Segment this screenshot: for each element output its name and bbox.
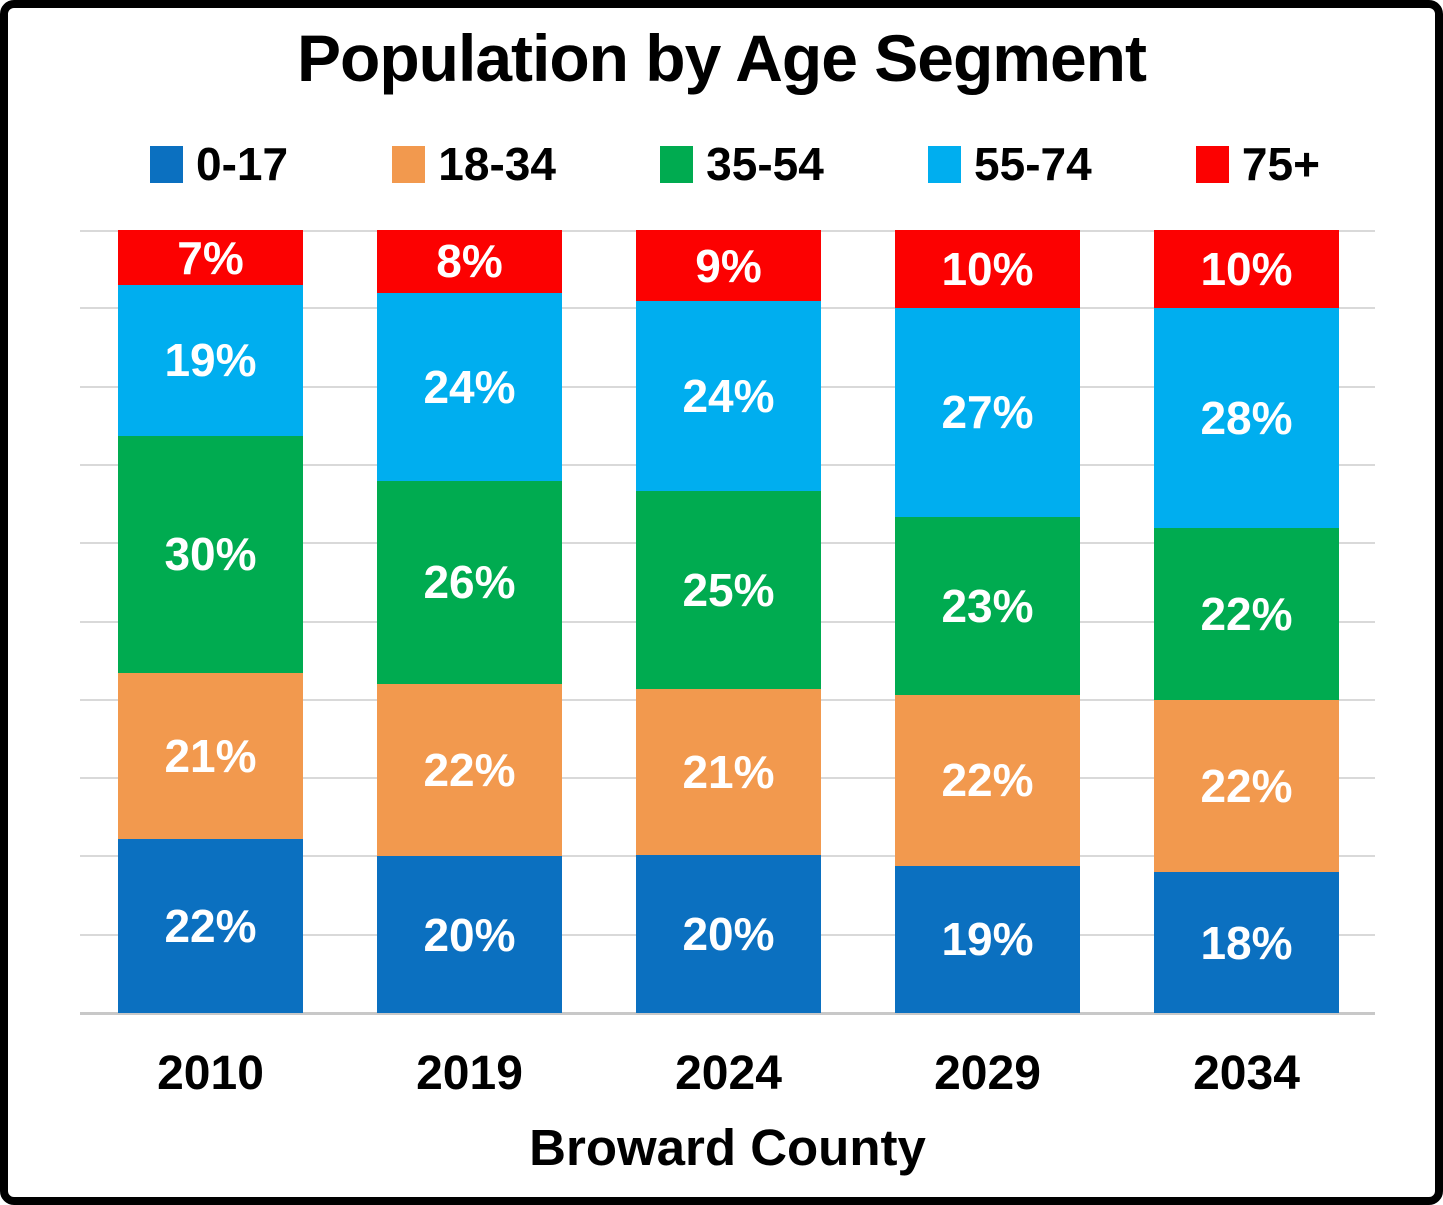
bar-segment-value-label: 9% xyxy=(695,239,762,292)
legend-label: 0-17 xyxy=(196,138,289,190)
bar-column-2019: 8% 24% 26% 22% 20% xyxy=(377,230,562,1013)
x-tick-label-2010: 2010 xyxy=(157,1047,264,1100)
x-axis-title: Broward County xyxy=(529,1119,926,1176)
x-tick-label-2019: 2019 xyxy=(416,1047,523,1100)
bar-segment-2019-0-17: 20% xyxy=(377,856,562,1013)
bar-segment-value-label: 19% xyxy=(941,913,1034,966)
bar-segment-2019-75: 8% xyxy=(377,230,562,293)
bar-segment-2029-55-74: 27% xyxy=(895,307,1080,517)
bar-segment-2010-55-74: 19% xyxy=(118,285,303,436)
x-tick-label-2029: 2029 xyxy=(934,1047,1041,1100)
bar-segment-2029-18-34: 22% xyxy=(895,695,1080,866)
bar-segment-value-label: 22% xyxy=(423,744,516,797)
bar-segment-2010-35-54: 30% xyxy=(118,435,303,673)
legend-swatch-icon xyxy=(660,145,694,183)
bar-segment-2019-18-34: 22% xyxy=(377,684,562,857)
bar-segment-value-label: 10% xyxy=(941,242,1034,295)
bar-segment-value-label: 22% xyxy=(941,754,1034,807)
bar-segment-value-label: 28% xyxy=(1200,391,1293,444)
bar-segment-2024-55-74: 24% xyxy=(636,301,821,491)
x-axis-line xyxy=(80,1012,1375,1015)
legend-swatch-icon xyxy=(928,145,962,183)
bar-segment-2034-75: 10% xyxy=(1154,230,1339,309)
bar-segment-2019-55-74: 24% xyxy=(377,292,562,481)
x-tick-label-2034: 2034 xyxy=(1193,1047,1300,1100)
legend-item-18-34: 18-34 xyxy=(392,141,556,187)
bar-segment-2024-18-34: 21% xyxy=(636,688,821,855)
x-axis-tick-labels: 2010 2019 2024 2029 2034 xyxy=(80,1044,1375,1104)
bar-segment-value-label: 22% xyxy=(1200,759,1293,812)
bar-segment-value-label: 19% xyxy=(164,334,257,387)
bar-segment-value-label: 18% xyxy=(1200,916,1293,969)
legend-label: 18-34 xyxy=(438,138,556,190)
bar-segment-2029-75: 10% xyxy=(895,230,1080,308)
bar-column-2010: 7% 19% 30% 21% 22% xyxy=(118,230,303,1013)
bar-segment-value-label: 24% xyxy=(682,370,775,423)
legend-label: 75+ xyxy=(1241,138,1320,190)
legend-item-75: 75+ xyxy=(1195,138,1320,190)
bar-segment-2019-35-54: 26% xyxy=(377,480,562,685)
bar-segment-value-label: 20% xyxy=(682,907,775,960)
bar-segment-2010-18-34: 21% xyxy=(118,672,303,839)
bar-column-2024: 9% 24% 25% 21% 20% xyxy=(636,230,821,1013)
legend-label: 55-74 xyxy=(974,138,1092,190)
bar-segment-2024-35-54: 25% xyxy=(636,490,821,689)
bar-segment-2034-35-54: 22% xyxy=(1154,527,1339,700)
x-tick-label-2024: 2024 xyxy=(675,1047,782,1100)
legend-item-0-17: 0-17 xyxy=(150,141,288,187)
bar-segment-value-label: 8% xyxy=(436,235,503,288)
bar-segment-value-label: 24% xyxy=(423,360,516,413)
bar-segment-value-label: 26% xyxy=(423,556,516,609)
plot-area: 7% 19% 30% 21% 22% 8% 24% 26% 22% 20% 9% 24% 25% 21% 2… xyxy=(80,230,1375,1015)
bar-column-2029: 10% 27% 23% 22% 19% xyxy=(895,230,1080,1013)
bar-segment-2034-0-17: 18% xyxy=(1154,872,1339,1013)
chart-title: Population by Age Segment xyxy=(297,21,1147,95)
bar-segment-value-label: 20% xyxy=(423,908,516,961)
bar-segment-2029-35-54: 23% xyxy=(895,516,1080,696)
bar-segment-2024-0-17: 20% xyxy=(636,854,821,1013)
legend-swatch-icon xyxy=(150,145,183,183)
legend-label: 35-54 xyxy=(706,138,824,190)
bar-column-2034: 10% 28% 22% 22% 18% xyxy=(1154,230,1339,1013)
bar-segment-value-label: 7% xyxy=(177,231,244,284)
legend-swatch-icon xyxy=(392,145,426,183)
bar-segment-value-label: 21% xyxy=(164,729,257,782)
bar-segment-2010-75: 7% xyxy=(118,230,303,286)
bar-segment-2029-0-17: 19% xyxy=(895,865,1080,1013)
bar-segment-value-label: 10% xyxy=(1200,243,1293,296)
bar-segment-value-label: 27% xyxy=(941,386,1034,439)
bar-segment-2024-75: 9% xyxy=(636,230,821,302)
legend-item-55-74: 55-74 xyxy=(928,141,1092,187)
bar-segment-value-label: 22% xyxy=(1200,587,1293,640)
legend-item-35-54: 35-54 xyxy=(660,141,824,187)
bar-segment-value-label: 23% xyxy=(941,579,1034,632)
legend: 0-17 18-34 35-54 55-74 75+ xyxy=(150,140,1320,188)
bar-segment-2034-18-34: 22% xyxy=(1154,699,1339,873)
bar-segment-value-label: 25% xyxy=(682,563,775,616)
bar-segment-value-label: 30% xyxy=(164,528,257,581)
bar-segment-value-label: 22% xyxy=(164,899,257,952)
legend-swatch-icon xyxy=(1195,145,1229,183)
bar-segment-2034-55-74: 28% xyxy=(1154,308,1339,528)
bar-segment-value-label: 21% xyxy=(682,745,775,798)
bar-segment-2010-0-17: 22% xyxy=(118,838,303,1013)
